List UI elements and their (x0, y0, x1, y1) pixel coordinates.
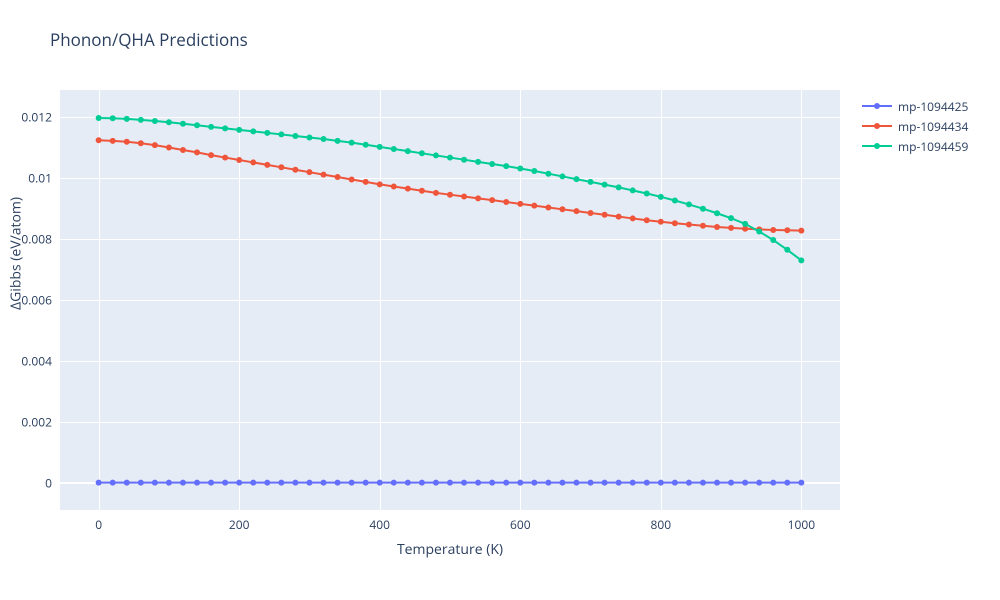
legend-label: mp-1094425 (898, 98, 968, 115)
plot-area[interactable] (60, 90, 840, 510)
y-tick-label: 0.002 (21, 413, 52, 430)
y-tick-label: 0.006 (21, 292, 52, 309)
series-mp-1094459[interactable] (60, 90, 840, 510)
x-tick-label: 1000 (788, 516, 815, 533)
legend-item-mp-1094434[interactable]: mp-1094434 (862, 116, 968, 136)
x-tick-label: 800 (651, 516, 672, 533)
x-tick-label: 400 (369, 516, 390, 533)
chart-container: Phonon/QHA Predictions 0 200 400 600 800 1000… (0, 0, 1000, 600)
x-tick-label: 600 (510, 516, 531, 533)
y-tick-label: 0.008 (21, 231, 52, 248)
legend-label: mp-1094459 (898, 138, 968, 155)
legend-swatch (862, 140, 892, 152)
y-axis-label: ΔGibbs (eV/atom) (7, 290, 26, 310)
legend-item-mp-1094459[interactable]: mp-1094459 (862, 136, 968, 156)
y-tick-label: 0 (45, 474, 52, 491)
chart-title: Phonon/QHA Predictions (50, 28, 248, 51)
x-tick-label: 200 (229, 516, 250, 533)
legend-label: mp-1094434 (898, 118, 968, 135)
x-axis-label: Temperature (K) (397, 540, 503, 559)
legend: mp-1094425 mp-1094434 mp-1094459 (862, 96, 968, 156)
legend-swatch (862, 120, 892, 132)
x-tick-label: 0 (95, 516, 102, 533)
legend-swatch (862, 100, 892, 112)
y-tick-label: 0.01 (28, 170, 52, 187)
legend-item-mp-1094425[interactable]: mp-1094425 (862, 96, 968, 116)
y-tick-label: 0.012 (21, 109, 52, 126)
y-tick-label: 0.004 (21, 352, 52, 369)
